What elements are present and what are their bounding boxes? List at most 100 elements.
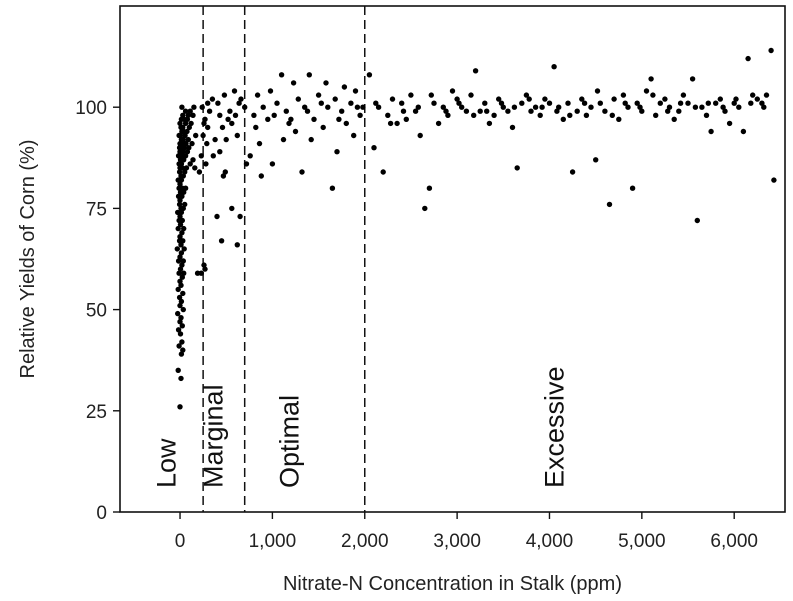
data-point bbox=[306, 72, 312, 78]
data-point bbox=[180, 258, 186, 264]
data-point bbox=[471, 112, 477, 119]
data-point bbox=[253, 124, 259, 131]
data-point bbox=[622, 100, 628, 106]
data-point bbox=[302, 104, 308, 110]
data-point bbox=[206, 108, 213, 114]
data-point bbox=[653, 112, 659, 119]
data-point bbox=[176, 343, 182, 349]
data-point bbox=[232, 112, 239, 119]
data-point bbox=[182, 185, 189, 191]
data-point bbox=[482, 100, 488, 106]
data-point bbox=[620, 92, 627, 98]
y-tick-label: 75 bbox=[86, 199, 107, 220]
data-point bbox=[560, 116, 566, 123]
data-point bbox=[185, 136, 191, 143]
data-point bbox=[579, 96, 585, 102]
data-point bbox=[178, 375, 184, 382]
data-point bbox=[351, 132, 357, 139]
data-point bbox=[449, 88, 456, 94]
data-point bbox=[408, 92, 414, 98]
data-point bbox=[175, 193, 182, 199]
data-point bbox=[219, 124, 226, 131]
data-point bbox=[637, 104, 643, 110]
data-point bbox=[597, 100, 603, 106]
data-point bbox=[763, 92, 770, 98]
data-point bbox=[212, 136, 218, 143]
data-point bbox=[202, 116, 208, 123]
data-point bbox=[371, 145, 377, 151]
data-point bbox=[217, 149, 223, 155]
y-tick-label: 50 bbox=[86, 301, 107, 322]
data-point bbox=[588, 104, 594, 110]
data-point bbox=[717, 96, 723, 102]
data-point bbox=[609, 112, 615, 119]
data-point bbox=[267, 88, 274, 94]
data-point bbox=[472, 68, 479, 74]
data-point bbox=[175, 310, 181, 317]
data-point bbox=[389, 96, 396, 102]
data-point bbox=[274, 100, 280, 106]
data-point bbox=[183, 165, 190, 171]
data-point bbox=[354, 104, 361, 110]
data-points bbox=[174, 47, 777, 410]
data-point bbox=[731, 100, 737, 106]
data-point bbox=[323, 80, 329, 86]
data-point bbox=[509, 124, 516, 131]
data-point bbox=[175, 209, 181, 216]
data-point bbox=[415, 104, 421, 110]
data-point bbox=[311, 116, 317, 123]
data-point bbox=[699, 104, 705, 110]
data-point bbox=[251, 112, 257, 119]
x-tick-label: 1,000 bbox=[249, 531, 297, 552]
data-point bbox=[179, 323, 185, 329]
x-tick-label: 3,000 bbox=[433, 531, 481, 552]
data-point bbox=[238, 96, 244, 102]
region-label: Excessive bbox=[539, 366, 569, 488]
data-point bbox=[537, 112, 543, 119]
data-point bbox=[569, 169, 576, 175]
data-point bbox=[190, 112, 196, 119]
data-point bbox=[593, 157, 599, 163]
data-point bbox=[498, 100, 505, 106]
data-point bbox=[258, 173, 264, 179]
plot-area bbox=[119, 5, 786, 513]
data-point bbox=[295, 96, 301, 102]
data-point bbox=[236, 100, 242, 106]
data-point bbox=[320, 124, 326, 131]
data-point bbox=[182, 169, 188, 175]
data-point bbox=[334, 149, 340, 155]
data-point bbox=[308, 136, 314, 143]
data-point bbox=[260, 104, 266, 110]
data-point bbox=[196, 169, 203, 175]
data-point bbox=[254, 92, 261, 98]
data-point bbox=[179, 339, 185, 345]
data-point bbox=[352, 88, 359, 94]
data-point bbox=[634, 100, 640, 106]
data-point bbox=[177, 278, 183, 284]
data-point bbox=[685, 100, 691, 106]
data-point bbox=[179, 104, 185, 110]
data-point bbox=[225, 116, 231, 123]
data-point bbox=[177, 302, 183, 309]
data-point bbox=[528, 108, 534, 114]
data-point bbox=[180, 290, 186, 297]
data-point bbox=[519, 100, 525, 106]
data-point bbox=[357, 112, 363, 119]
data-point bbox=[237, 213, 243, 220]
data-point bbox=[177, 120, 183, 127]
data-point bbox=[435, 120, 442, 127]
data-point bbox=[554, 108, 560, 114]
data-point bbox=[181, 270, 187, 276]
data-point bbox=[375, 104, 382, 110]
data-point bbox=[278, 72, 285, 78]
data-point bbox=[486, 120, 493, 127]
data-point bbox=[505, 108, 511, 114]
data-point bbox=[182, 201, 188, 208]
data-point bbox=[692, 104, 699, 110]
y-tick-label: 100 bbox=[75, 98, 107, 119]
data-point bbox=[265, 116, 271, 123]
data-point bbox=[491, 112, 497, 119]
data-point bbox=[227, 108, 233, 114]
data-point bbox=[542, 96, 548, 102]
